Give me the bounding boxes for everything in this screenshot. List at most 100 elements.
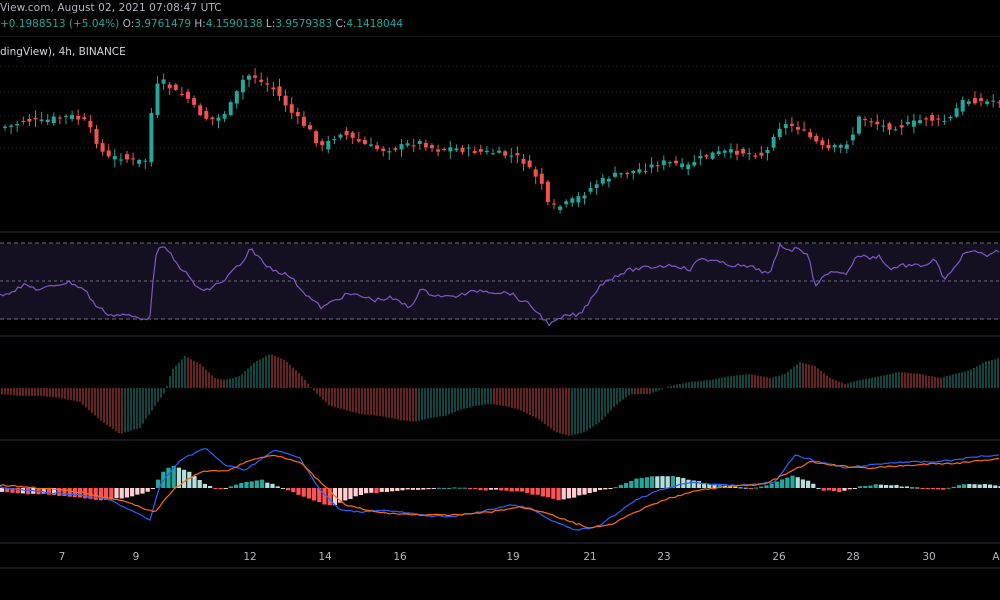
macd-histogram-bar <box>613 487 618 489</box>
candle-body <box>106 150 111 157</box>
candle <box>64 114 68 125</box>
candle-body <box>417 140 422 144</box>
candle <box>881 119 886 133</box>
candle <box>387 147 392 161</box>
candle-body <box>112 156 117 160</box>
macd-histogram-bar <box>566 488 571 499</box>
candle-body <box>796 127 800 130</box>
macd-histogram-bar <box>587 488 592 493</box>
candle <box>753 152 758 159</box>
candle <box>375 141 380 152</box>
macd-histogram-bar <box>821 488 826 491</box>
candle <box>106 144 111 159</box>
oscillator-pane <box>1 354 999 436</box>
candle-body <box>869 121 874 123</box>
candle-body <box>454 148 459 151</box>
macd-histogram-bar <box>691 480 696 488</box>
low-value: 3.9579383 <box>275 18 333 30</box>
candle-body <box>753 155 758 157</box>
macd-histogram-bar <box>572 488 577 498</box>
candle-body <box>844 144 849 149</box>
candle <box>582 191 587 205</box>
macd-histogram-bar <box>57 488 62 496</box>
candle <box>240 74 245 100</box>
candle <box>796 121 800 135</box>
candle <box>423 139 428 151</box>
candle-body <box>637 169 642 173</box>
macd-histogram-bar <box>202 483 207 488</box>
macd-histogram-bar <box>197 479 202 488</box>
candle <box>698 149 703 166</box>
candle <box>808 128 813 140</box>
candle <box>57 115 62 125</box>
candle-body <box>289 104 294 113</box>
candle <box>747 148 752 161</box>
macd-histogram-bar <box>884 484 889 488</box>
candle <box>76 109 81 126</box>
macd-histogram-bar <box>0 488 5 492</box>
candle-body <box>472 151 477 154</box>
candle-body <box>710 152 715 159</box>
candle <box>503 149 508 159</box>
candle-body <box>100 143 105 152</box>
candle <box>94 124 99 149</box>
candle <box>259 72 264 86</box>
candle-body <box>539 173 544 184</box>
candle-body <box>204 110 209 119</box>
macd-histogram-bar <box>764 485 769 488</box>
macd-histogram-bar <box>681 478 686 488</box>
macd-histogram-bar <box>72 488 77 498</box>
candle-body <box>27 118 32 122</box>
macd-histogram-bar <box>338 488 343 503</box>
high-value: 4.1590138 <box>205 18 263 30</box>
macd-histogram-bar <box>826 488 831 491</box>
macd-histogram-bar <box>889 485 894 488</box>
candle-body <box>125 154 129 160</box>
candle <box>381 146 386 157</box>
candle <box>911 113 916 134</box>
candle <box>899 119 904 135</box>
macd-histogram-bar <box>275 486 280 488</box>
macd-histogram-bar <box>52 488 57 495</box>
candle-body <box>985 101 990 104</box>
candle-body <box>997 101 1000 103</box>
macd-histogram-bar <box>114 488 119 499</box>
macd-histogram-bar <box>364 488 369 494</box>
candle-body <box>265 83 270 85</box>
candle <box>131 152 136 166</box>
macd-histogram-bar <box>348 488 353 500</box>
candle-body <box>722 150 727 153</box>
header-ohlc: +0.1988513 (+5.04%) O:3.9761479 H:4.1590… <box>0 18 403 30</box>
candle <box>198 103 203 117</box>
candle <box>942 114 947 125</box>
x-tick-label: 19 <box>506 551 519 563</box>
macd-histogram-bar <box>915 487 920 489</box>
candle-body <box>259 79 264 82</box>
candle <box>972 91 977 105</box>
macd-histogram-bar <box>535 488 540 495</box>
macd-histogram-bar <box>327 488 332 505</box>
candle-body <box>533 169 538 177</box>
candle-body <box>179 93 184 95</box>
candle <box>509 147 514 164</box>
macd-histogram-bar <box>239 482 244 488</box>
low-label: L: <box>265 18 276 30</box>
candle-body <box>643 170 648 172</box>
candle <box>289 97 294 119</box>
candle-body <box>430 145 434 149</box>
candle-body <box>76 115 81 120</box>
candle <box>704 154 709 159</box>
candle-body <box>118 159 123 161</box>
x-tick-label: 28 <box>846 551 859 563</box>
candle <box>637 162 642 175</box>
macd-histogram-bar <box>514 488 519 492</box>
open-label: O: <box>122 18 135 30</box>
candle-body <box>850 134 855 141</box>
x-tick-label: 21 <box>583 551 596 563</box>
candle <box>558 204 563 214</box>
candle-body <box>600 177 605 184</box>
macd-histogram-bar <box>306 488 311 499</box>
candle-body <box>94 129 99 144</box>
candle <box>918 114 922 125</box>
